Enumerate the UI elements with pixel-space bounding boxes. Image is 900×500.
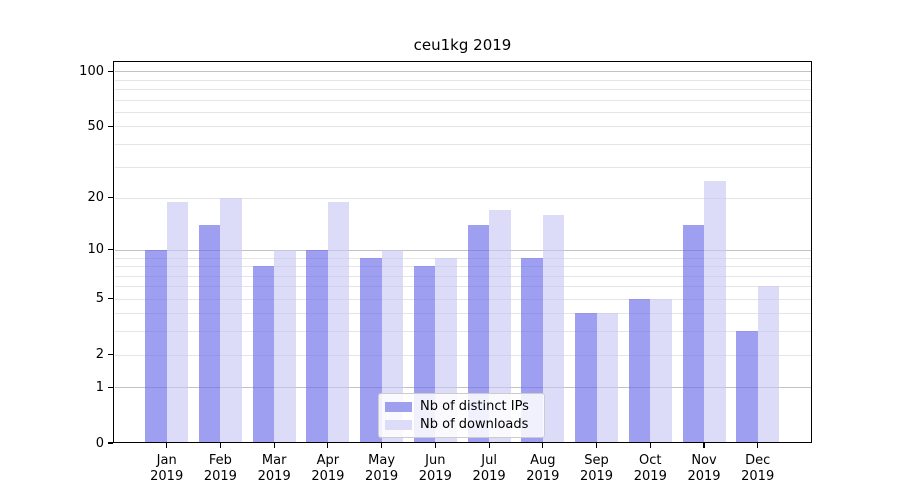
y-tick-mark <box>108 70 113 72</box>
y-tick-label: 0 <box>95 435 104 451</box>
x-tick-label: May 2019 <box>365 453 399 484</box>
chart-title: ceu1kg 2019 <box>413 36 512 54</box>
x-tick-label: Feb 2019 <box>203 453 237 484</box>
y-gridline-minor <box>114 112 811 113</box>
y-tick-mark <box>108 386 113 388</box>
y-tick-label: 2 <box>95 347 104 362</box>
x-tick-label: Mar 2019 <box>257 453 291 484</box>
y-tick-label: 50 <box>87 118 104 134</box>
y-gridline-minor <box>114 197 811 199</box>
bar-distinct-ips <box>467 225 490 442</box>
x-tick-mark <box>703 443 705 448</box>
x-tick-mark <box>434 443 436 448</box>
bar-distinct-ips <box>252 266 275 442</box>
y-gridline-minor <box>114 266 811 268</box>
legend-swatch-distinct-ips <box>385 401 412 412</box>
bar-downloads <box>757 286 780 442</box>
bar-downloads <box>489 210 511 442</box>
x-tick-label: Jul 2019 <box>472 453 506 484</box>
x-tick-label: Apr 2019 <box>311 453 345 484</box>
x-tick-mark <box>273 443 275 448</box>
y-gridline-minor <box>114 166 811 168</box>
x-tick-label: Jun 2019 <box>418 453 452 484</box>
x-tick-mark <box>757 443 759 448</box>
legend-item-distinct-ips: Nb of distinct IPs <box>385 398 538 414</box>
bar-downloads <box>650 298 672 442</box>
bar-distinct-ips <box>360 257 382 442</box>
y-gridline-minor <box>114 79 811 81</box>
y-tick-mark <box>108 125 113 127</box>
y-tick-label: 1 <box>95 379 104 395</box>
y-gridline-minor <box>114 144 811 145</box>
legend-item-downloads: Nb of downloads <box>385 416 538 432</box>
bar-distinct-ips <box>575 313 597 442</box>
y-gridline-major <box>114 387 811 389</box>
x-tick-mark <box>381 443 383 448</box>
y-gridline-minor <box>114 298 811 300</box>
bar-downloads <box>327 201 350 442</box>
bar-distinct-ips <box>306 249 328 442</box>
x-tick-label: Jan 2019 <box>150 453 184 484</box>
y-gridline-minor <box>114 313 811 315</box>
legend: Nb of distinct IPs Nb of downloads <box>378 393 545 438</box>
x-tick-label: Nov 2019 <box>687 453 721 484</box>
y-tick-label: 100 <box>79 63 104 79</box>
x-tick-mark <box>595 443 598 448</box>
y-tick-label: 5 <box>95 291 104 307</box>
legend-label-distinct-ips: Nb of distinct IPs <box>420 398 529 414</box>
y-tick-mark <box>108 298 113 300</box>
x-tick-mark <box>649 443 651 448</box>
y-gridline-minor <box>114 354 811 356</box>
bar-downloads <box>596 313 618 442</box>
y-gridline-major <box>114 71 811 73</box>
y-tick-mark <box>108 197 113 199</box>
x-tick-label: Aug 2019 <box>526 453 560 484</box>
bar-distinct-ips <box>145 249 167 442</box>
x-tick-label: Oct 2019 <box>633 453 667 484</box>
bar-downloads <box>542 214 565 442</box>
bar-downloads <box>274 249 296 442</box>
y-gridline-minor <box>114 331 811 333</box>
y-tick-label: 10 <box>87 242 104 258</box>
x-tick-mark <box>327 443 329 448</box>
y-tick-mark <box>108 442 113 444</box>
bar-downloads <box>704 180 726 442</box>
x-tick-label: Sep 2019 <box>579 453 614 484</box>
y-gridline-major <box>114 249 811 251</box>
legend-swatch-downloads <box>385 419 412 430</box>
x-tick-mark <box>488 443 490 448</box>
bar-downloads <box>220 197 242 442</box>
bar-distinct-ips <box>682 225 704 442</box>
y-tick-mark <box>108 353 113 356</box>
x-tick-mark <box>542 443 544 448</box>
x-tick-label: Dec 2019 <box>741 453 775 484</box>
y-tick-label: 20 <box>87 190 104 206</box>
x-tick-mark <box>219 443 221 448</box>
y-gridline-minor <box>114 257 811 259</box>
y-gridline-minor <box>114 126 811 128</box>
y-gridline-minor <box>114 89 811 91</box>
y-tick-mark <box>108 249 113 251</box>
y-gridline-minor <box>114 275 811 277</box>
bar-distinct-ips <box>198 225 221 442</box>
bar-distinct-ips <box>736 331 758 442</box>
y-gridline-minor <box>114 99 811 101</box>
legend-label-downloads: Nb of downloads <box>420 416 529 432</box>
bar-distinct-ips <box>628 298 651 442</box>
bar-downloads <box>166 201 189 442</box>
y-gridline-minor <box>114 286 811 288</box>
x-tick-mark <box>166 443 168 448</box>
